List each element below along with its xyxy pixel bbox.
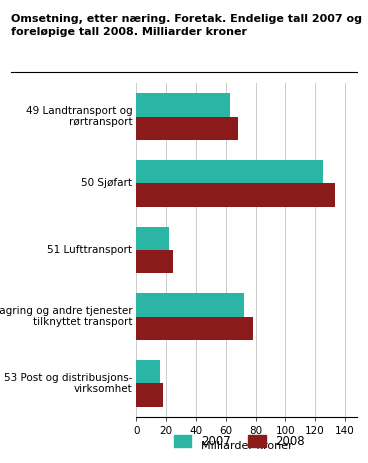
Text: 49 Landtransport og
rørtransport: 49 Landtransport og rørtransport: [26, 106, 132, 127]
Text: 50 Sjøfart: 50 Sjøfart: [81, 178, 132, 188]
Bar: [136, 160, 323, 183]
Text: 53 Post og distribusjons-
virksomhet: 53 Post og distribusjons- virksomhet: [4, 373, 132, 394]
Bar: [136, 250, 173, 273]
Text: 51 Lufttransport: 51 Lufttransport: [47, 245, 132, 255]
Bar: [136, 360, 160, 383]
Text: 52 Lagring og andre tjenester
tilknyttet transport: 52 Lagring og andre tjenester tilknyttet…: [0, 306, 132, 327]
Bar: [136, 227, 169, 250]
Bar: [136, 117, 238, 140]
Bar: [136, 294, 244, 317]
X-axis label: Milliarder kroner: Milliarder kroner: [201, 441, 293, 451]
Text: Omsetning, etter næring. Foretak. Endelige tall 2007 og
foreløpige tall 2008. Mi: Omsetning, etter næring. Foretak. Endeli…: [11, 14, 362, 37]
Legend: 2007, 2008: 2007, 2008: [169, 430, 309, 452]
Bar: [136, 94, 230, 117]
Bar: [136, 317, 252, 340]
Bar: [136, 183, 335, 206]
Bar: [136, 383, 163, 407]
